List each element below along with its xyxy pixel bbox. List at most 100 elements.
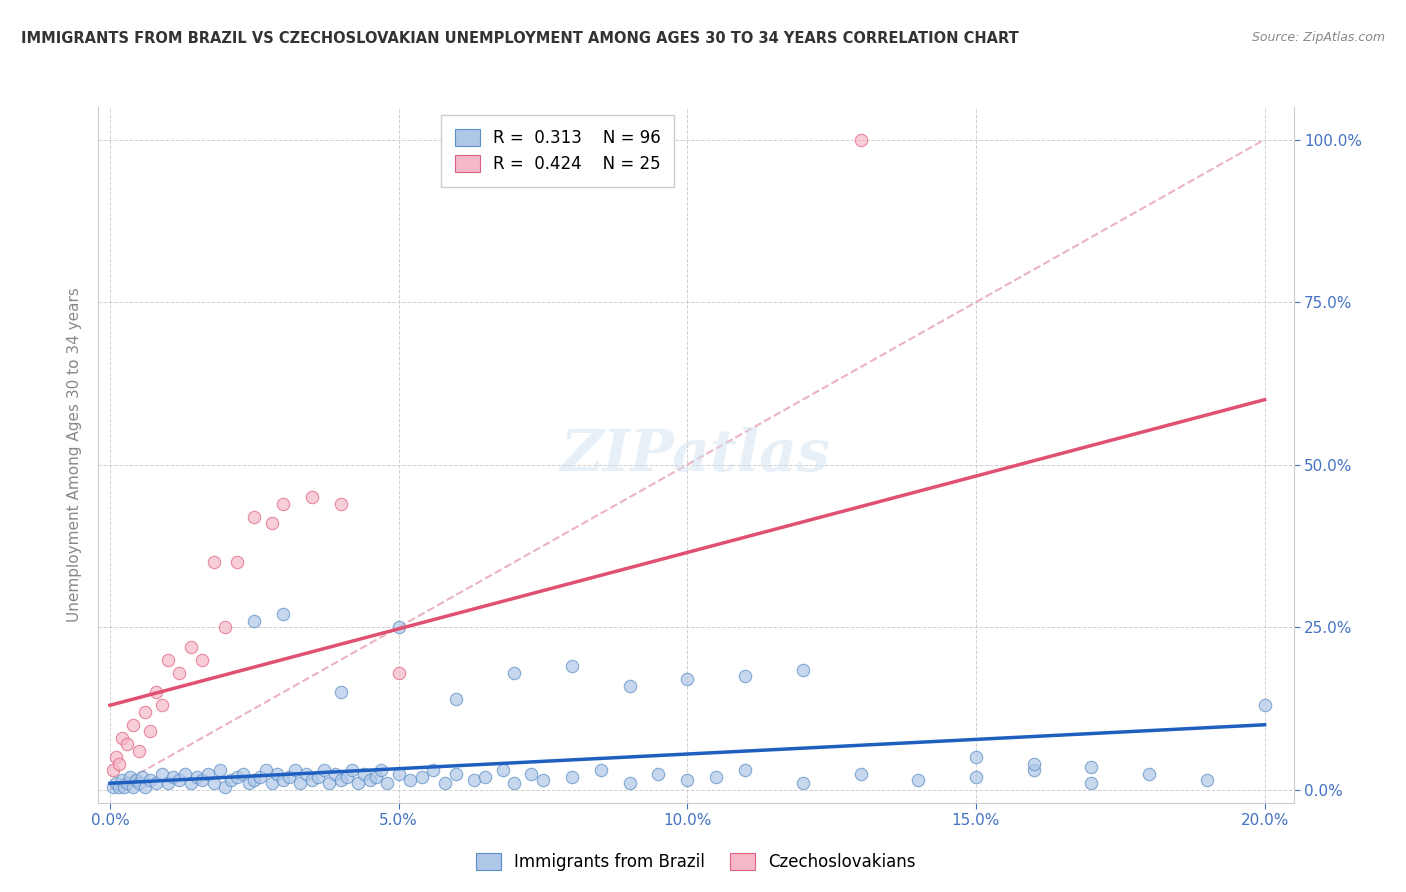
Point (1137, 766, 1160, 780)
Point (295, 766, 318, 780)
Text: Source: ZipAtlas.com: Source: ZipAtlas.com (1251, 31, 1385, 45)
Point (278, 770, 301, 784)
Point (388, 665, 411, 680)
Point (150, 766, 173, 780)
Point (446, 691, 468, 706)
Point (180, 640, 202, 654)
Point (531, 772, 554, 787)
Point (156, 653, 179, 667)
Point (219, 772, 242, 787)
Point (202, 555, 225, 569)
Point (101, 764, 124, 778)
Point (260, 776, 283, 790)
Point (323, 766, 346, 780)
Text: IMMIGRANTS FROM BRAZIL VS CZECHOSLOVAKIAN UNEMPLOYMENT AMONG AGES 30 TO 34 YEARS: IMMIGRANTS FROM BRAZIL VS CZECHOSLOVAKIA… (21, 31, 1019, 46)
Point (186, 770, 208, 784)
Point (619, 776, 641, 790)
Point (589, 764, 612, 778)
Point (139, 772, 162, 787)
Point (411, 770, 433, 784)
Text: ZIPatlas: ZIPatlas (561, 426, 831, 483)
Point (561, 659, 583, 673)
Point (329, 497, 352, 511)
Point (128, 776, 150, 790)
Point (208, 764, 231, 778)
Point (676, 772, 699, 787)
Point (214, 620, 236, 634)
Point (150, 698, 173, 713)
Point (792, 663, 814, 677)
Point (388, 766, 411, 780)
Point (364, 770, 387, 784)
Point (388, 620, 411, 634)
Point (226, 555, 249, 569)
Point (849, 132, 872, 146)
Point (101, 780, 124, 794)
Point (446, 766, 468, 780)
Point (139, 724, 162, 739)
Point (202, 776, 225, 790)
Point (197, 766, 219, 780)
Point (318, 776, 340, 790)
Point (134, 705, 156, 719)
Point (792, 776, 814, 790)
Point (284, 764, 307, 778)
Point (1022, 756, 1045, 771)
Point (191, 772, 214, 787)
Point (271, 607, 294, 622)
Point (107, 756, 129, 771)
Point (463, 772, 485, 787)
Point (1195, 772, 1218, 787)
Point (1080, 776, 1102, 790)
Point (167, 665, 190, 680)
Legend: Immigrants from Brazil, Czechoslovakians: Immigrants from Brazil, Czechoslovakians (470, 847, 922, 878)
Point (301, 772, 323, 787)
Point (1022, 764, 1045, 778)
Point (353, 766, 375, 780)
Point (520, 766, 543, 780)
Point (433, 776, 456, 790)
Point (238, 776, 260, 790)
Point (249, 770, 271, 784)
Point (117, 737, 139, 751)
Point (676, 672, 699, 686)
Point (619, 679, 641, 693)
Point (107, 780, 129, 794)
Point (131, 770, 153, 784)
Point (329, 772, 352, 787)
Point (117, 776, 139, 790)
Point (503, 665, 526, 680)
Point (359, 772, 381, 787)
Point (399, 772, 422, 787)
Point (307, 770, 329, 784)
Point (243, 509, 266, 524)
Point (125, 772, 148, 787)
Point (561, 770, 583, 784)
Point (112, 780, 135, 794)
Point (243, 772, 266, 787)
Point (301, 490, 323, 504)
Point (965, 770, 987, 784)
Point (232, 766, 254, 780)
Point (226, 770, 249, 784)
Point (734, 764, 756, 778)
Point (120, 770, 142, 784)
Point (180, 776, 202, 790)
Point (271, 497, 294, 511)
Point (156, 776, 179, 790)
Point (370, 764, 392, 778)
Point (965, 750, 987, 764)
Point (145, 685, 167, 699)
Point (104, 750, 127, 764)
Point (336, 770, 359, 784)
Point (734, 669, 756, 683)
Point (474, 770, 496, 784)
Point (134, 780, 156, 794)
Point (1253, 698, 1275, 713)
Point (122, 780, 145, 794)
Point (266, 766, 288, 780)
Point (347, 776, 370, 790)
Point (104, 776, 127, 790)
Point (849, 766, 872, 780)
Point (491, 764, 513, 778)
